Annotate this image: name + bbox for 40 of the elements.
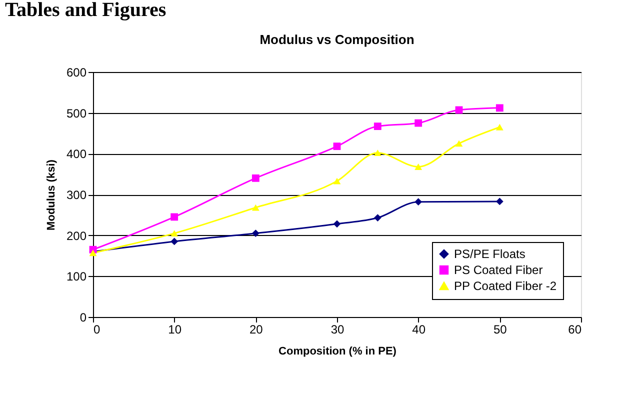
y-tick-label: 0 — [80, 310, 87, 324]
point — [333, 142, 341, 150]
point — [333, 178, 341, 184]
x-axis-title: Composition (% in PE) — [278, 346, 397, 358]
y-tick-label: 500 — [66, 106, 87, 120]
point — [374, 122, 382, 130]
point — [374, 150, 382, 156]
point — [414, 164, 422, 170]
legend-label: PP Coated Fiber -2 — [454, 279, 557, 293]
text: Tables and Figures — [5, 0, 166, 21]
point — [374, 214, 382, 222]
legend-label: PS/PE Floats — [454, 247, 526, 261]
point — [252, 204, 260, 211]
y-tick-label: 100 — [66, 270, 87, 284]
point — [455, 140, 463, 147]
y-axis-title: Modulus (ksi) — [45, 159, 58, 230]
point — [170, 230, 178, 237]
point — [496, 124, 504, 130]
y-tick-label: 600 — [66, 66, 87, 80]
point — [170, 238, 178, 246]
y-tick-label: 400 — [66, 147, 87, 162]
legend-label: PS Coated Fiber — [454, 263, 543, 277]
point — [252, 174, 260, 182]
y-tick-label: 200 — [66, 228, 87, 243]
chart-title: Modulus vs Composition — [260, 32, 414, 47]
x-tick-label: 60 — [568, 322, 582, 336]
x-tick-label: 20 — [249, 322, 264, 336]
x-tick-label: 50 — [493, 322, 508, 336]
x-tick-label: 40 — [412, 322, 426, 336]
point — [333, 220, 341, 228]
x-tick-label: 0 — [94, 322, 100, 336]
y-tick-label: 300 — [66, 188, 87, 202]
x-tick-label: 30 — [330, 322, 344, 336]
point — [496, 104, 504, 112]
point — [414, 119, 422, 127]
point — [252, 230, 260, 237]
point — [170, 213, 178, 221]
x-tick-label: 10 — [168, 322, 182, 336]
point — [496, 198, 504, 206]
point — [414, 198, 422, 206]
